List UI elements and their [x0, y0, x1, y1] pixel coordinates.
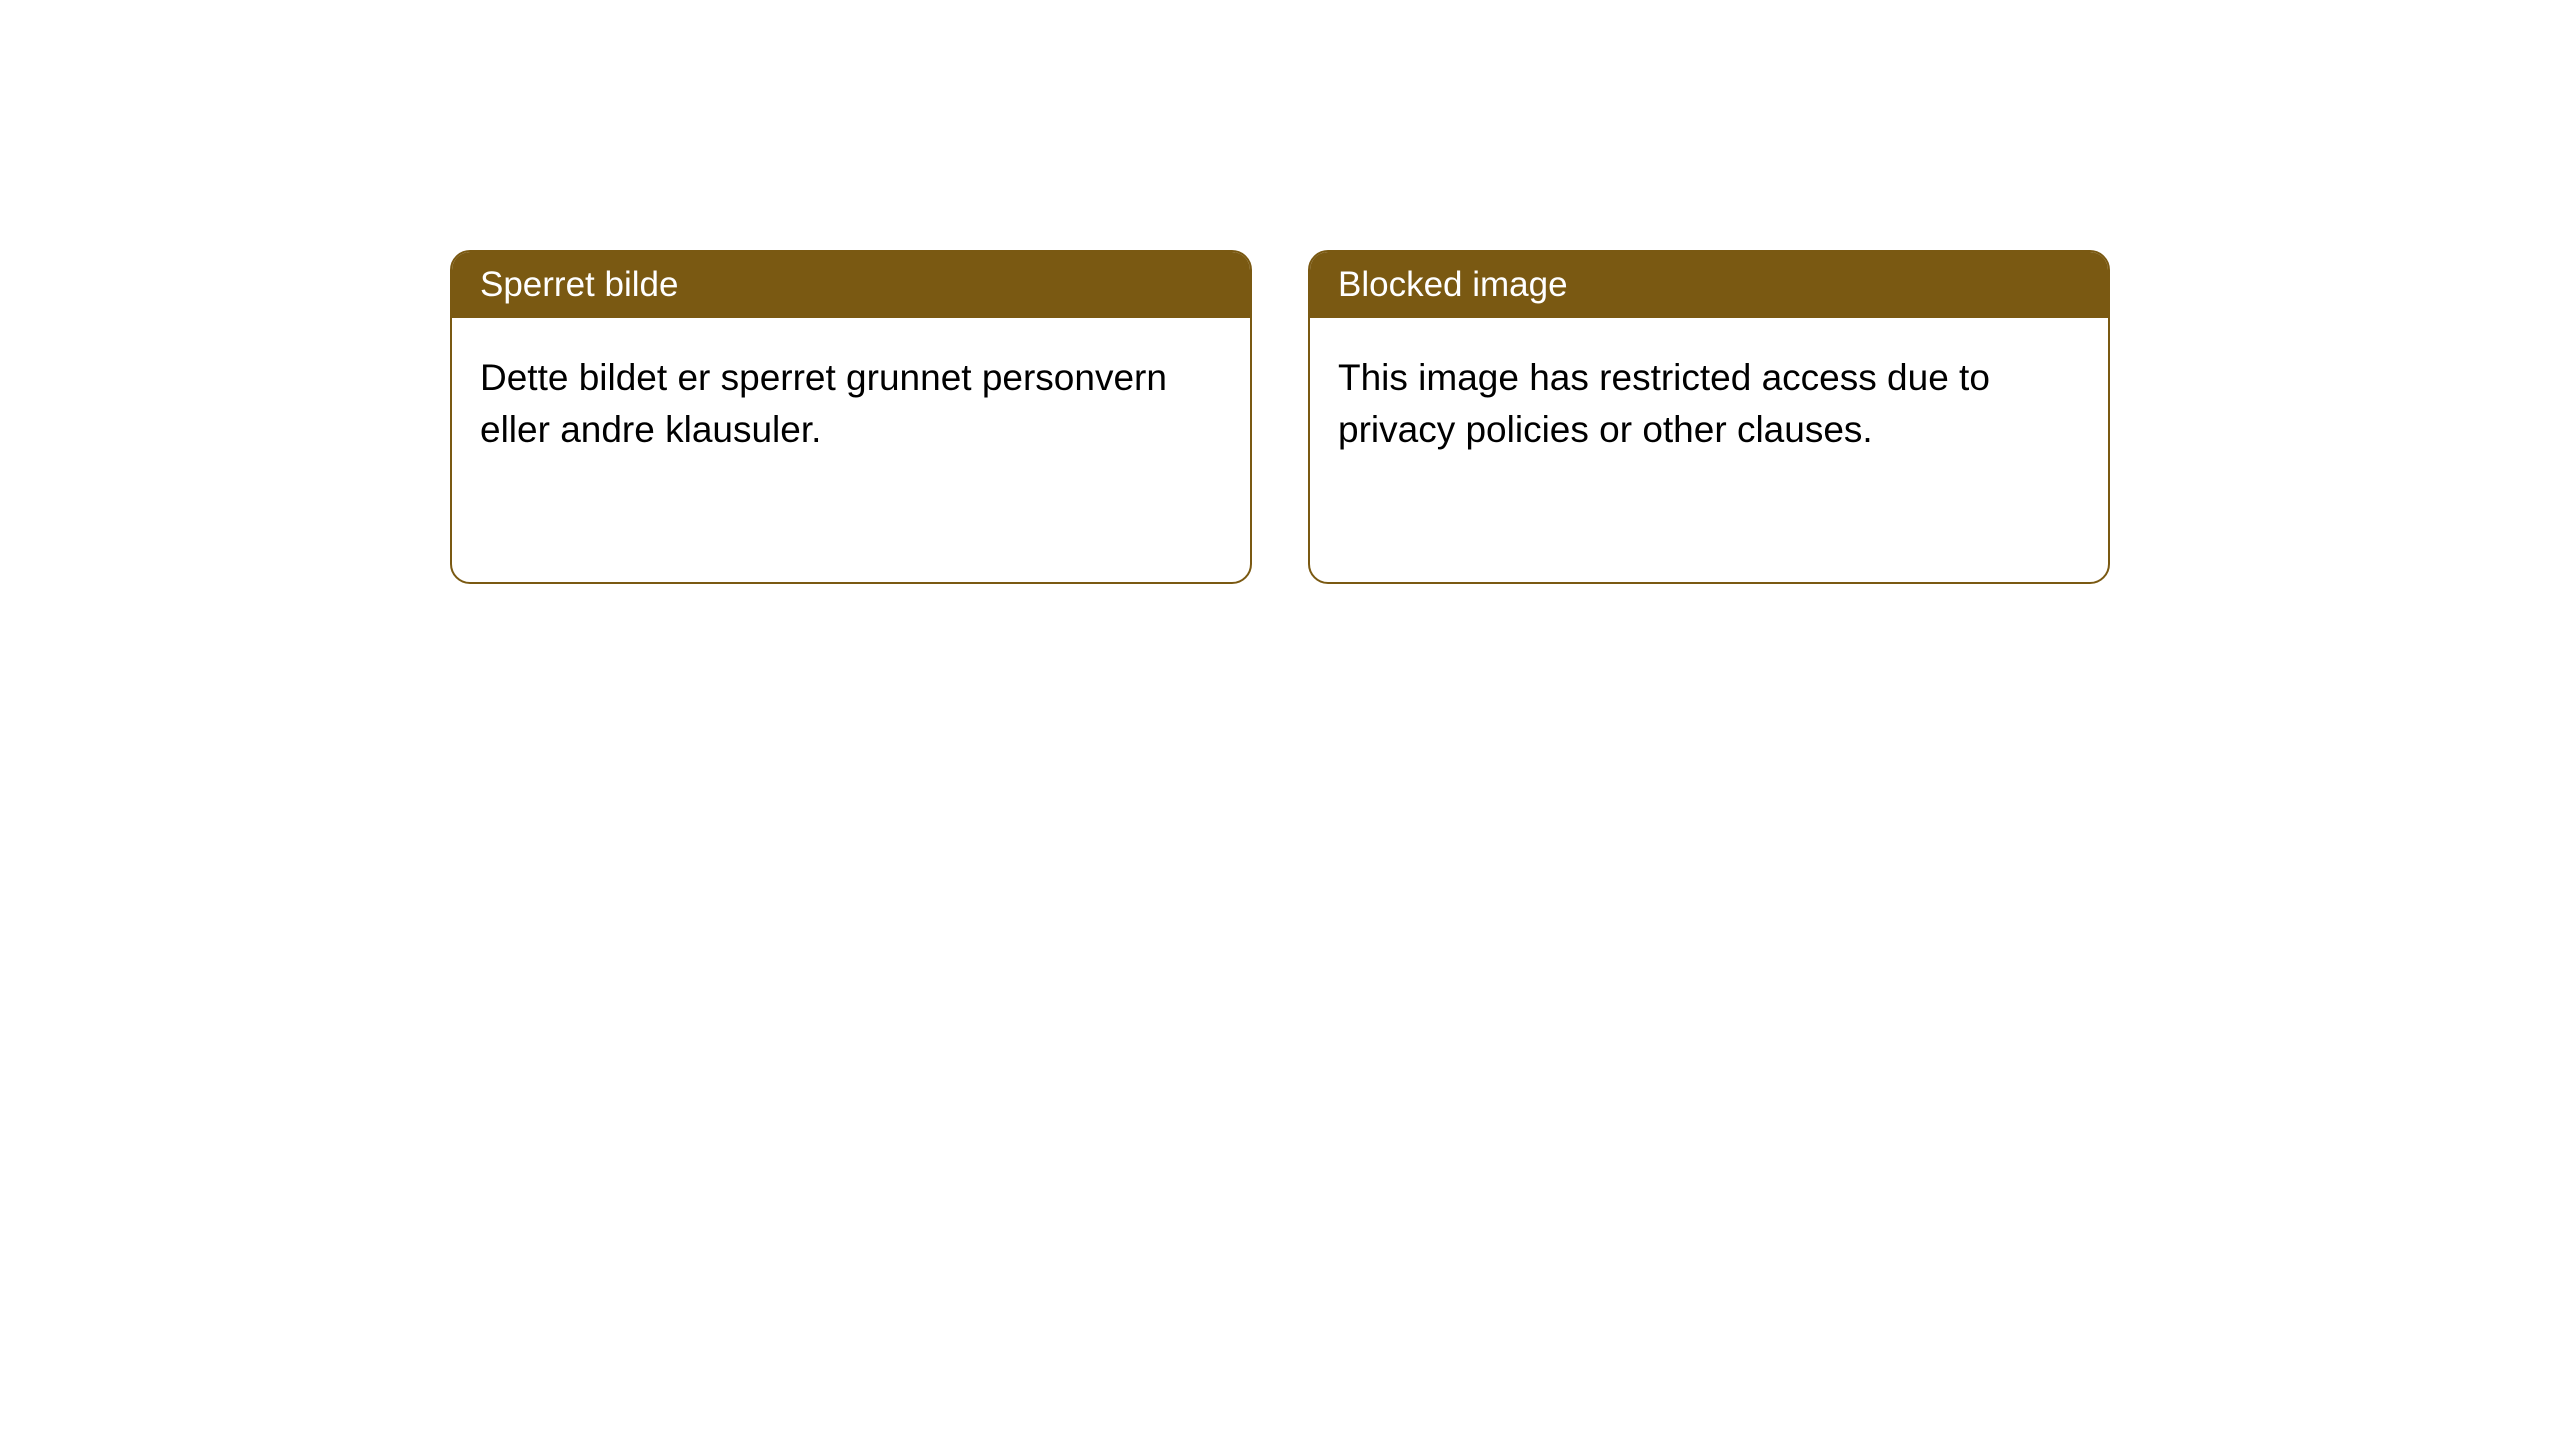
card-header: Sperret bilde: [452, 252, 1250, 318]
card-body-text: Dette bildet er sperret grunnet personve…: [480, 357, 1167, 450]
card-header: Blocked image: [1310, 252, 2108, 318]
notice-card-norwegian: Sperret bilde Dette bildet er sperret gr…: [450, 250, 1252, 584]
notice-container: Sperret bilde Dette bildet er sperret gr…: [450, 250, 2110, 584]
card-body: This image has restricted access due to …: [1310, 318, 2108, 490]
notice-card-english: Blocked image This image has restricted …: [1308, 250, 2110, 584]
card-body-text: This image has restricted access due to …: [1338, 357, 1990, 450]
card-title: Blocked image: [1338, 265, 1568, 304]
card-title: Sperret bilde: [480, 265, 678, 304]
card-body: Dette bildet er sperret grunnet personve…: [452, 318, 1250, 490]
